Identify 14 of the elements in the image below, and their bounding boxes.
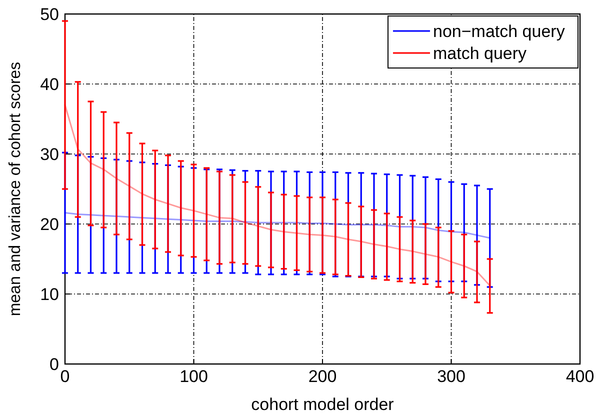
x-tick-label: 400 bbox=[566, 367, 594, 386]
x-tick-label: 200 bbox=[308, 367, 337, 386]
y-tick-label: 20 bbox=[40, 215, 59, 234]
y-axis-title: mean and variance of cohort scores bbox=[7, 62, 24, 316]
x-tick-label: 100 bbox=[180, 367, 208, 386]
y-tick-label: 10 bbox=[40, 285, 59, 304]
legend-label: non−match query bbox=[433, 22, 566, 41]
y-tick-label: 30 bbox=[40, 145, 59, 164]
y-tick-label: 0 bbox=[50, 355, 59, 374]
x-tick-label: 300 bbox=[437, 367, 466, 386]
y-tick-label: 40 bbox=[40, 75, 59, 94]
y-tick-label: 50 bbox=[40, 5, 59, 24]
x-axis-title: cohort model order bbox=[251, 395, 394, 414]
legend-label: match query bbox=[433, 44, 528, 63]
